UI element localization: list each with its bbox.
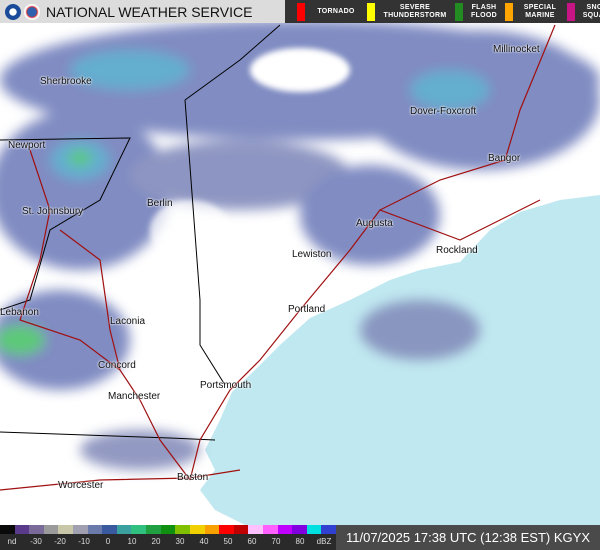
colorbar-tick: dBZ [316,537,332,546]
colorbar-segment [262,525,278,534]
colorbar-tick: -20 [54,537,66,546]
city-label: Concord [98,360,136,371]
warning-label: SPECIAL MARINE [523,3,557,19]
colorbar-tick: 80 [295,537,305,546]
warning-legend-item: SEVERE THUNDERSTORM [367,2,449,21]
colorbar-segment [131,525,147,534]
header: NATIONAL WEATHER SERVICE [0,0,285,23]
city-label: Augusta [356,218,393,229]
colorbar-segment [292,525,307,534]
warning-legend: TORNADO SEVERE THUNDERSTORM FLASH FLOOD SPE… [285,0,600,23]
city-label: Newport [8,140,46,151]
colorbar-segment [73,525,88,534]
colorbar-segment [321,525,337,534]
roads [0,24,556,491]
warning-label: SNOW SQUALL [582,3,600,19]
warning-legend-item: TORNADO [297,2,361,21]
nws-logo-icon [24,3,40,20]
colorbar-segment [277,525,293,534]
city-label: Lebanon [0,307,39,318]
warning-swatch [367,2,375,21]
city-label: Laconia [110,316,146,327]
warning-legend-item: FLASH FLOOD [455,2,499,21]
colorbar-segment [160,525,176,534]
warning-swatch [297,2,305,21]
colorbar-tick: 60 [247,537,257,546]
warning-swatch [567,2,575,21]
colorbar-tick: -10 [78,537,90,546]
colorbar-tick: 70 [271,537,281,546]
colorbar-segment [204,525,220,534]
colorbar-tick: -30 [30,537,42,546]
warning-label: FLASH FLOOD [471,3,497,19]
colorbar-segment [146,525,161,534]
colorbar-tick: 0 [105,537,111,546]
warning-swatch [455,2,463,21]
city-label: Worcester [58,480,104,491]
colorbar-segment [306,525,322,534]
city-label: Manchester [108,391,161,402]
city-label: Berlin [147,198,173,209]
colorbar-segment [102,525,117,534]
colorbar-segment [87,525,103,534]
reflectivity-colorbar: nd -30 -20 -10 0 10 20 30 40 50 60 70 80 dBZ [0,525,337,550]
noaa-logo-icon [5,3,21,20]
colorbar-segment [0,525,15,534]
warning-label: TORNADO [317,7,355,15]
page-title: NATIONAL WEATHER SERVICE [46,3,253,20]
warning-label: SEVERE THUNDERSTORM [383,3,447,19]
timestamp: 11/07/2025 17:38 UTC (12:38 EST) KGYX [336,525,600,550]
warning-legend-item: SPECIAL MARINE [505,2,561,21]
colorbar-segment [219,525,234,534]
warning-legend-item: SNOW SQUALL [567,2,600,21]
colorbar-segment [29,525,44,534]
city-label: Lewiston [292,249,332,260]
warning-swatch [505,2,513,21]
colorbar-tick: 30 [175,537,185,546]
colorbar-segment [58,525,74,534]
colorbar-segment [175,525,190,534]
colorbar-segment [14,525,30,534]
city-label: Bangor [488,153,521,164]
city-label: Dover-Foxcroft [410,106,477,117]
colorbar-tick: 50 [223,537,233,546]
colorbar-tick: nd [7,537,17,546]
city-label: Portland [288,304,326,315]
colorbar-segment [189,525,205,534]
colorbar-tick: 40 [199,537,209,546]
city-label: Millinocket [493,44,540,55]
city-label: Portsmouth [200,380,252,391]
colorbar-tick: 20 [151,537,161,546]
city-label: Boston [177,472,209,483]
city-label: St. Johnsbury [22,206,84,217]
colorbar-segment [116,525,132,534]
city-label: Rockland [436,245,478,256]
colorbar-tick: 10 [127,537,137,546]
ocean [200,195,600,525]
colorbar-segment [233,525,249,534]
colorbar-segment [43,525,59,534]
city-label: Sherbrooke [40,76,92,87]
colorbar-segment [248,525,263,534]
